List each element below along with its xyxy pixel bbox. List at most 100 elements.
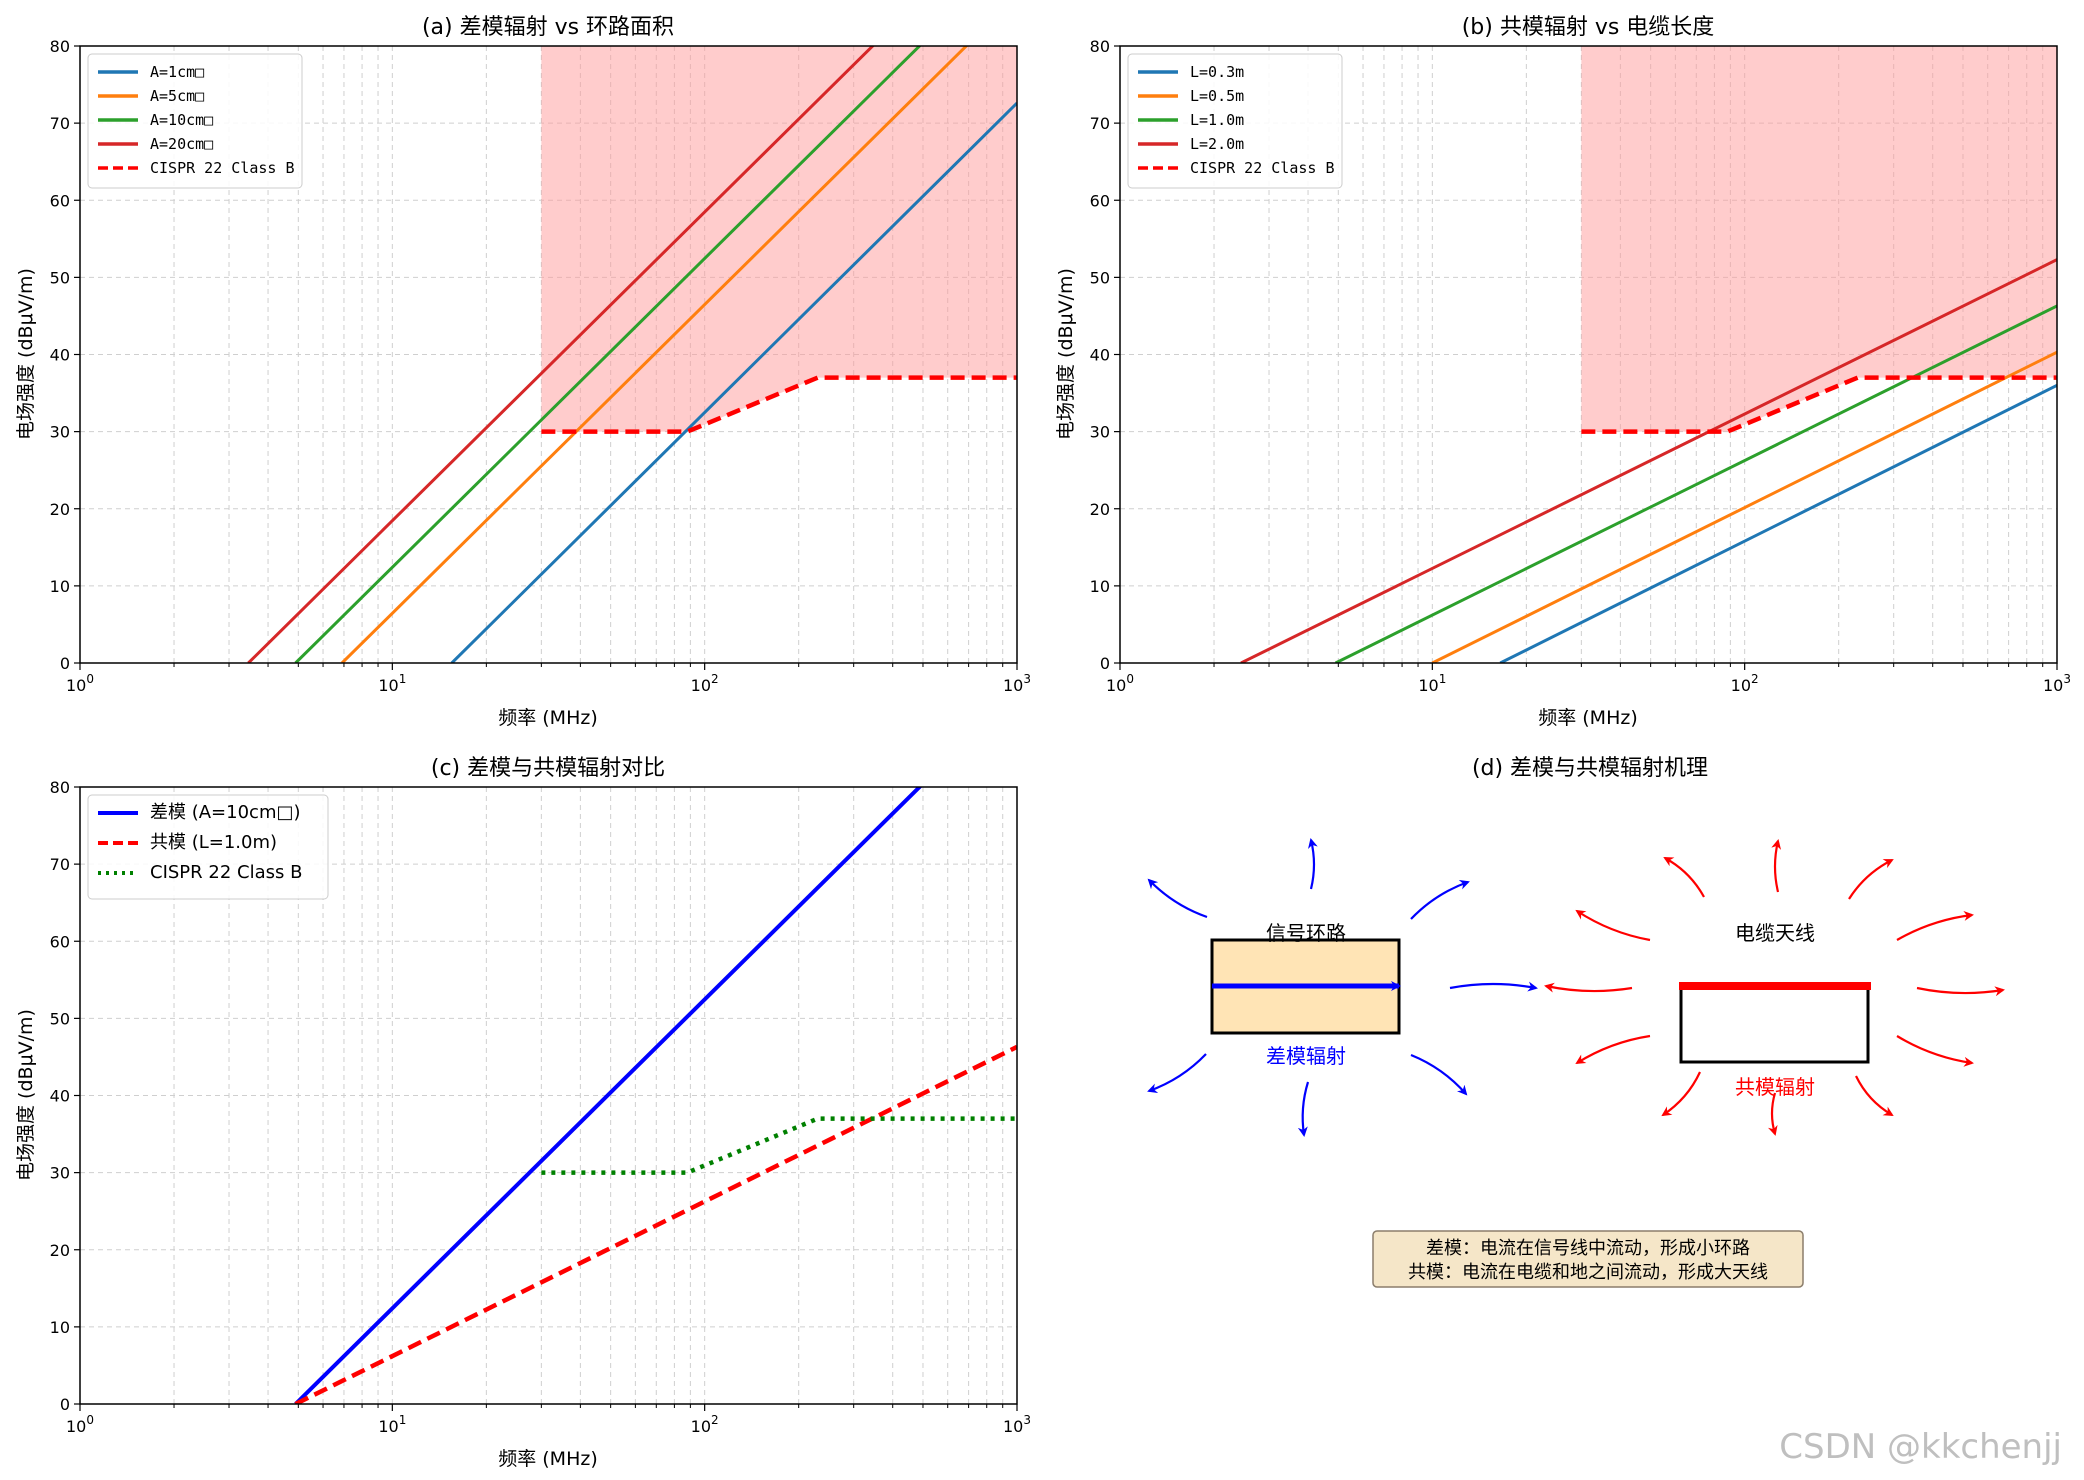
series-line: [247, 46, 875, 663]
x-tick-label: 100: [66, 1413, 94, 1436]
series-line: [1240, 258, 2057, 663]
y-tick-label: 40: [50, 346, 70, 365]
series-line: [450, 102, 1017, 663]
radiation-arrow: [1767, 1092, 1778, 1136]
legend-entry: L=0.5m: [1190, 87, 1244, 105]
legend-entry: 共模 (L=1.0m): [150, 832, 277, 853]
x-tick-label: 101: [378, 1413, 406, 1436]
radiation-arrow: [1147, 878, 1208, 919]
radiation-arrow: [1575, 1034, 1651, 1065]
y-tick-label: 40: [1090, 346, 1110, 365]
series-line: [1431, 350, 2057, 663]
panel-c: 0 10 20 30 40 50 60 70 80 100 101 102 103 (c) 差模与共模辐…: [15, 756, 1031, 1470]
y-tick-label: 80: [1090, 37, 1110, 56]
y-tick-label: 0: [60, 654, 70, 673]
chart-title: (c) 差模与共模辐射对比: [431, 756, 665, 781]
y-tick-label: 30: [50, 1164, 70, 1183]
x-axis-label: 频率 (MHz): [498, 1448, 598, 1470]
x-tick-label: 100: [66, 672, 94, 695]
x-tick-label: 103: [1003, 672, 1031, 695]
x-tick-label: 101: [1418, 672, 1446, 695]
legend-entry: A=20cm□: [150, 135, 213, 153]
y-axis-label: 电场强度 (dBμV/m): [1055, 268, 1077, 440]
series-line: [541, 375, 1017, 434]
dm-radiation-label: 差模辐射: [1266, 1044, 1346, 1068]
radiation-arrow: [1410, 1053, 1468, 1096]
exceed-region: [541, 46, 1017, 432]
x-tick-label: 102: [691, 1413, 719, 1436]
legend-entry: A=1cm□: [150, 63, 204, 81]
series-line: [541, 1116, 1017, 1175]
legend-entry: L=1.0m: [1190, 111, 1244, 129]
radiation-arrow: [1896, 911, 1974, 941]
panel-b: 0 10 20 30 40 50 60 70 80 100 101 102 103 (b) 共模辐射 v…: [1055, 15, 2071, 729]
y-tick-label: 20: [50, 1241, 70, 1260]
legend: 差模 (A=10cm□) 共模 (L=1.0m) CISPR 22 Class B: [87, 794, 329, 900]
y-tick-label: 50: [50, 268, 70, 287]
y-tick-label: 40: [50, 1087, 70, 1106]
radiation-arrow: [1855, 1075, 1894, 1117]
radiation-arrow: [1848, 859, 1894, 900]
legend-box: [87, 794, 329, 900]
radiation-arrow: [1663, 857, 1705, 898]
radiation-arrow: [1147, 1053, 1207, 1094]
note-line-1: 差模：电流在信号线中流动，形成小环路: [1426, 1238, 1750, 1259]
y-tick-label: 70: [50, 114, 70, 133]
series-line: [1499, 384, 2057, 663]
legend-entry: CISPR 22 Class B: [150, 159, 295, 177]
radiation-arrow: [1896, 1035, 1974, 1067]
y-tick-label: 10: [1090, 577, 1110, 596]
x-tick-label: 101: [378, 672, 406, 695]
y-tick-label: 50: [50, 1009, 70, 1028]
radiation-arrow: [1575, 909, 1651, 942]
series-line: [340, 46, 969, 663]
y-tick-label: 50: [1090, 268, 1110, 287]
legend-entry: L=0.3m: [1190, 63, 1244, 81]
radiation-arrow: [1449, 981, 1538, 992]
radiation-arrow: [1297, 1081, 1310, 1137]
exceed-region: [1581, 46, 2057, 432]
x-tick-label: 100: [1106, 672, 1134, 695]
x-axis-label: 频率 (MHz): [1538, 707, 1638, 729]
y-tick-label: 0: [60, 1395, 70, 1414]
cm-radiation-arrows: [1544, 839, 2005, 1136]
series-line: [1334, 304, 2057, 663]
legend: A=1cm□ A=5cm□ A=10cm□ A=20cm□ CISPR 22 Class…: [87, 53, 303, 189]
x-axis-label: 频率 (MHz): [498, 707, 598, 729]
panel-a: 0 10 20 30 40 50 60 70 80 100 101 102 103 (a) 差模辐射 v…: [15, 15, 1031, 729]
legend-entry: CISPR 22 Class B: [150, 862, 302, 883]
legend: L=0.3m L=0.5m L=1.0m L=2.0m CISPR 22 Class B: [1127, 53, 1343, 189]
panel-d: (d) 差模与共模辐射机理 信号环路 差模辐射 电缆天线 共模辐射 差模：电流在…: [1147, 756, 2005, 1288]
radiation-arrow: [1661, 1071, 1701, 1117]
legend-box: [87, 53, 303, 189]
legend-entry: A=5cm□: [150, 87, 204, 105]
series-line: [294, 787, 923, 1404]
watermark: CSDN @kkchenjj: [1779, 1427, 2062, 1467]
mechanism-title: (d) 差模与共模辐射机理: [1472, 756, 1708, 781]
y-tick-label: 80: [50, 37, 70, 56]
legend-entry: L=2.0m: [1190, 135, 1244, 153]
series-line: [294, 1044, 1017, 1404]
legend-entry: A=10cm□: [150, 111, 213, 129]
cable-box: [1679, 984, 1870, 1064]
y-axis-label: 电场强度 (dBμV/m): [15, 1009, 37, 1181]
x-tick-label: 103: [1003, 1413, 1031, 1436]
legend-entry: 差模 (A=10cm□): [150, 802, 301, 823]
dm-radiation-arrows: [1147, 838, 1538, 1137]
y-tick-label: 70: [50, 855, 70, 874]
note-box: [1372, 1230, 1804, 1288]
chart-title: (b) 共模辐射 vs 电缆长度: [1462, 15, 1715, 40]
series-line: [294, 46, 922, 663]
y-tick-label: 70: [1090, 114, 1110, 133]
y-tick-label: 30: [50, 423, 70, 442]
y-tick-label: 10: [50, 1318, 70, 1337]
note-line-2: 共模：电流在电缆和地之间流动，形成大天线: [1408, 1262, 1768, 1283]
radiation-arrow: [1308, 838, 1318, 890]
y-tick-label: 60: [1090, 191, 1110, 210]
y-tick-label: 80: [50, 778, 70, 797]
y-tick-label: 0: [1100, 654, 1110, 673]
signal-loop-label: 信号环路: [1266, 921, 1346, 945]
y-tick-label: 20: [50, 500, 70, 519]
y-tick-label: 60: [50, 932, 70, 951]
